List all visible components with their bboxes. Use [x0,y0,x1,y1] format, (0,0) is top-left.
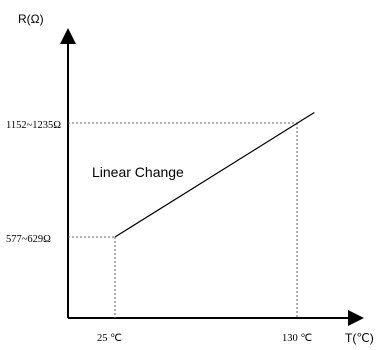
series-line-0 [114,111,315,238]
linear-change-annotation: Linear Change [92,164,184,180]
guide-lines [68,122,298,318]
label-group: R(Ω) T(℃) Linear Change 25 ℃ 130 ℃ 577~6… [6,12,374,345]
y-axis-title: R(Ω) [18,12,44,26]
x-tick-label-130c: 130 ℃ [282,333,312,344]
series-group [114,111,315,238]
y-tick-label-high: 1152~1235Ω [6,120,61,131]
x-axis-arrow-icon [348,310,364,326]
x-axis-title: T(℃) [345,331,374,345]
x-tick-label-25c: 25 ℃ [97,333,122,344]
y-tick-label-low: 577~629Ω [6,234,51,245]
y-axis-arrow-icon [60,28,76,44]
